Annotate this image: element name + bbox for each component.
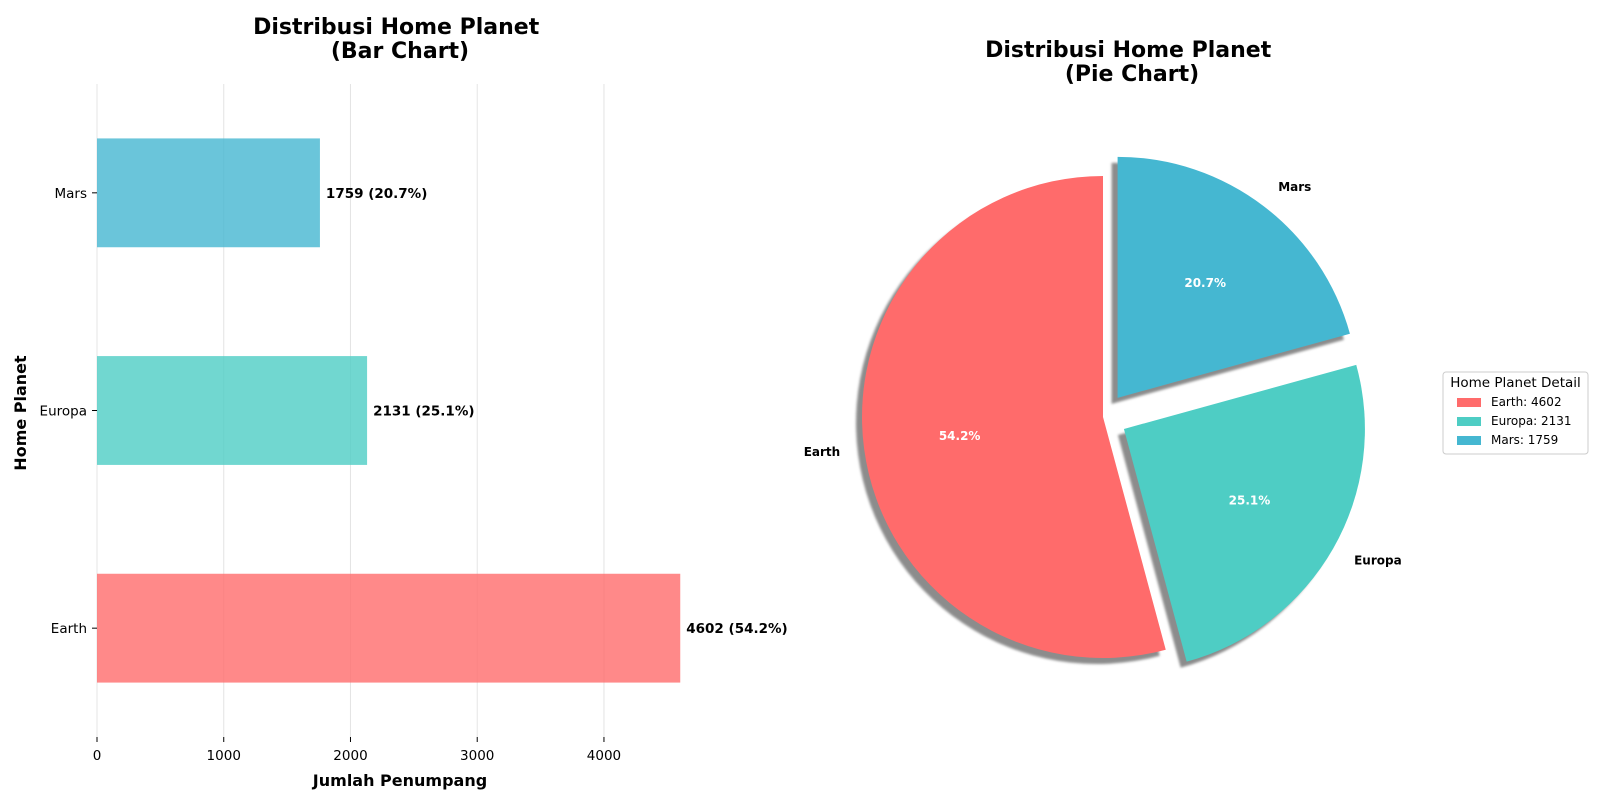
pie-slice-earth bbox=[862, 176, 1166, 658]
x-tick-label: 3000 bbox=[460, 748, 494, 764]
pie-chart-title-line2: (Pie Chart) bbox=[1065, 62, 1199, 87]
bar-data-labels: 4602 (54.2%) 2131 (25.1%) 1759 (20.7%) bbox=[326, 186, 788, 637]
bar-mars bbox=[97, 138, 320, 248]
pie-chart-title: Distribusi Home Planet (Pie Chart) bbox=[985, 38, 1279, 87]
pie-chart-title-line1: Distribusi Home Planet bbox=[985, 38, 1272, 63]
pie-label-europa: Europa bbox=[1354, 553, 1402, 567]
pie-legend: Home Planet Detail Earth: 4602 Europa: 21… bbox=[1442, 371, 1589, 455]
legend-entry-mars: Mars: 1759 bbox=[1491, 433, 1558, 447]
bar-marks bbox=[97, 138, 681, 683]
bar-chart-title-line1: Distribusi Home Planet bbox=[253, 15, 540, 40]
pie-slices bbox=[862, 156, 1365, 662]
x-tick-label: 4000 bbox=[587, 748, 621, 764]
data-label-europa: 2131 (25.1%) bbox=[373, 404, 474, 420]
legend-swatch-earth bbox=[1457, 398, 1481, 407]
legend-swatch-mars bbox=[1457, 436, 1481, 445]
pie-slice-mars bbox=[1117, 156, 1350, 398]
legend-entry-earth: Earth: 4602 bbox=[1491, 395, 1562, 409]
legend-title: Home Planet Detail bbox=[1450, 375, 1581, 391]
y-tick-label: Mars bbox=[54, 186, 87, 202]
pie-chart: Distribusi Home Planet (Pie Chart) Earth… bbox=[804, 38, 1589, 668]
x-tick-label: 0 bbox=[93, 748, 102, 764]
pie-slice-europa bbox=[1123, 364, 1365, 662]
bar-chart-title: Distribusi Home Planet (Bar Chart) bbox=[253, 15, 547, 64]
bar-y-axis-label: Home Planet bbox=[11, 355, 30, 471]
bar-chart-title-line2: (Bar Chart) bbox=[331, 39, 469, 64]
pie-percent-labels: 54.2% 25.1% 20.7% bbox=[939, 276, 1270, 508]
x-tick-label: 1000 bbox=[207, 748, 241, 764]
pie-labels: Earth Europa Mars bbox=[804, 180, 1402, 568]
y-tick-label: Europa bbox=[40, 404, 87, 420]
data-label-earth: 4602 (54.2%) bbox=[686, 621, 787, 637]
y-tick-label: Earth bbox=[51, 621, 87, 637]
bar-chart: Distribusi Home Planet (Bar Chart) 0 1000… bbox=[11, 15, 788, 790]
pie-percent-earth: 54.2% bbox=[939, 429, 981, 443]
legend-entries: Earth: 4602 Europa: 2131 Mars: 1759 bbox=[1457, 395, 1572, 447]
legend-entry-europa: Europa: 2131 bbox=[1491, 414, 1572, 428]
legend-frame bbox=[1442, 371, 1589, 455]
pie-percent-mars: 20.7% bbox=[1184, 276, 1226, 290]
bar-europa bbox=[97, 356, 368, 465]
bar-y-ticks: Earth Europa Mars bbox=[40, 186, 97, 637]
bar-earth bbox=[97, 573, 681, 683]
bar-x-axis-label: Jumlah Penumpang bbox=[312, 771, 487, 790]
bar-x-ticks: 0 1000 2000 3000 4000 bbox=[93, 737, 621, 764]
x-tick-label: 2000 bbox=[333, 748, 367, 764]
pie-percent-europa: 25.1% bbox=[1229, 494, 1271, 508]
data-label-mars: 1759 (20.7%) bbox=[326, 186, 427, 202]
pie-label-earth: Earth bbox=[804, 445, 841, 459]
legend-swatch-europa bbox=[1457, 417, 1481, 426]
pie-label-mars: Mars bbox=[1278, 180, 1311, 194]
